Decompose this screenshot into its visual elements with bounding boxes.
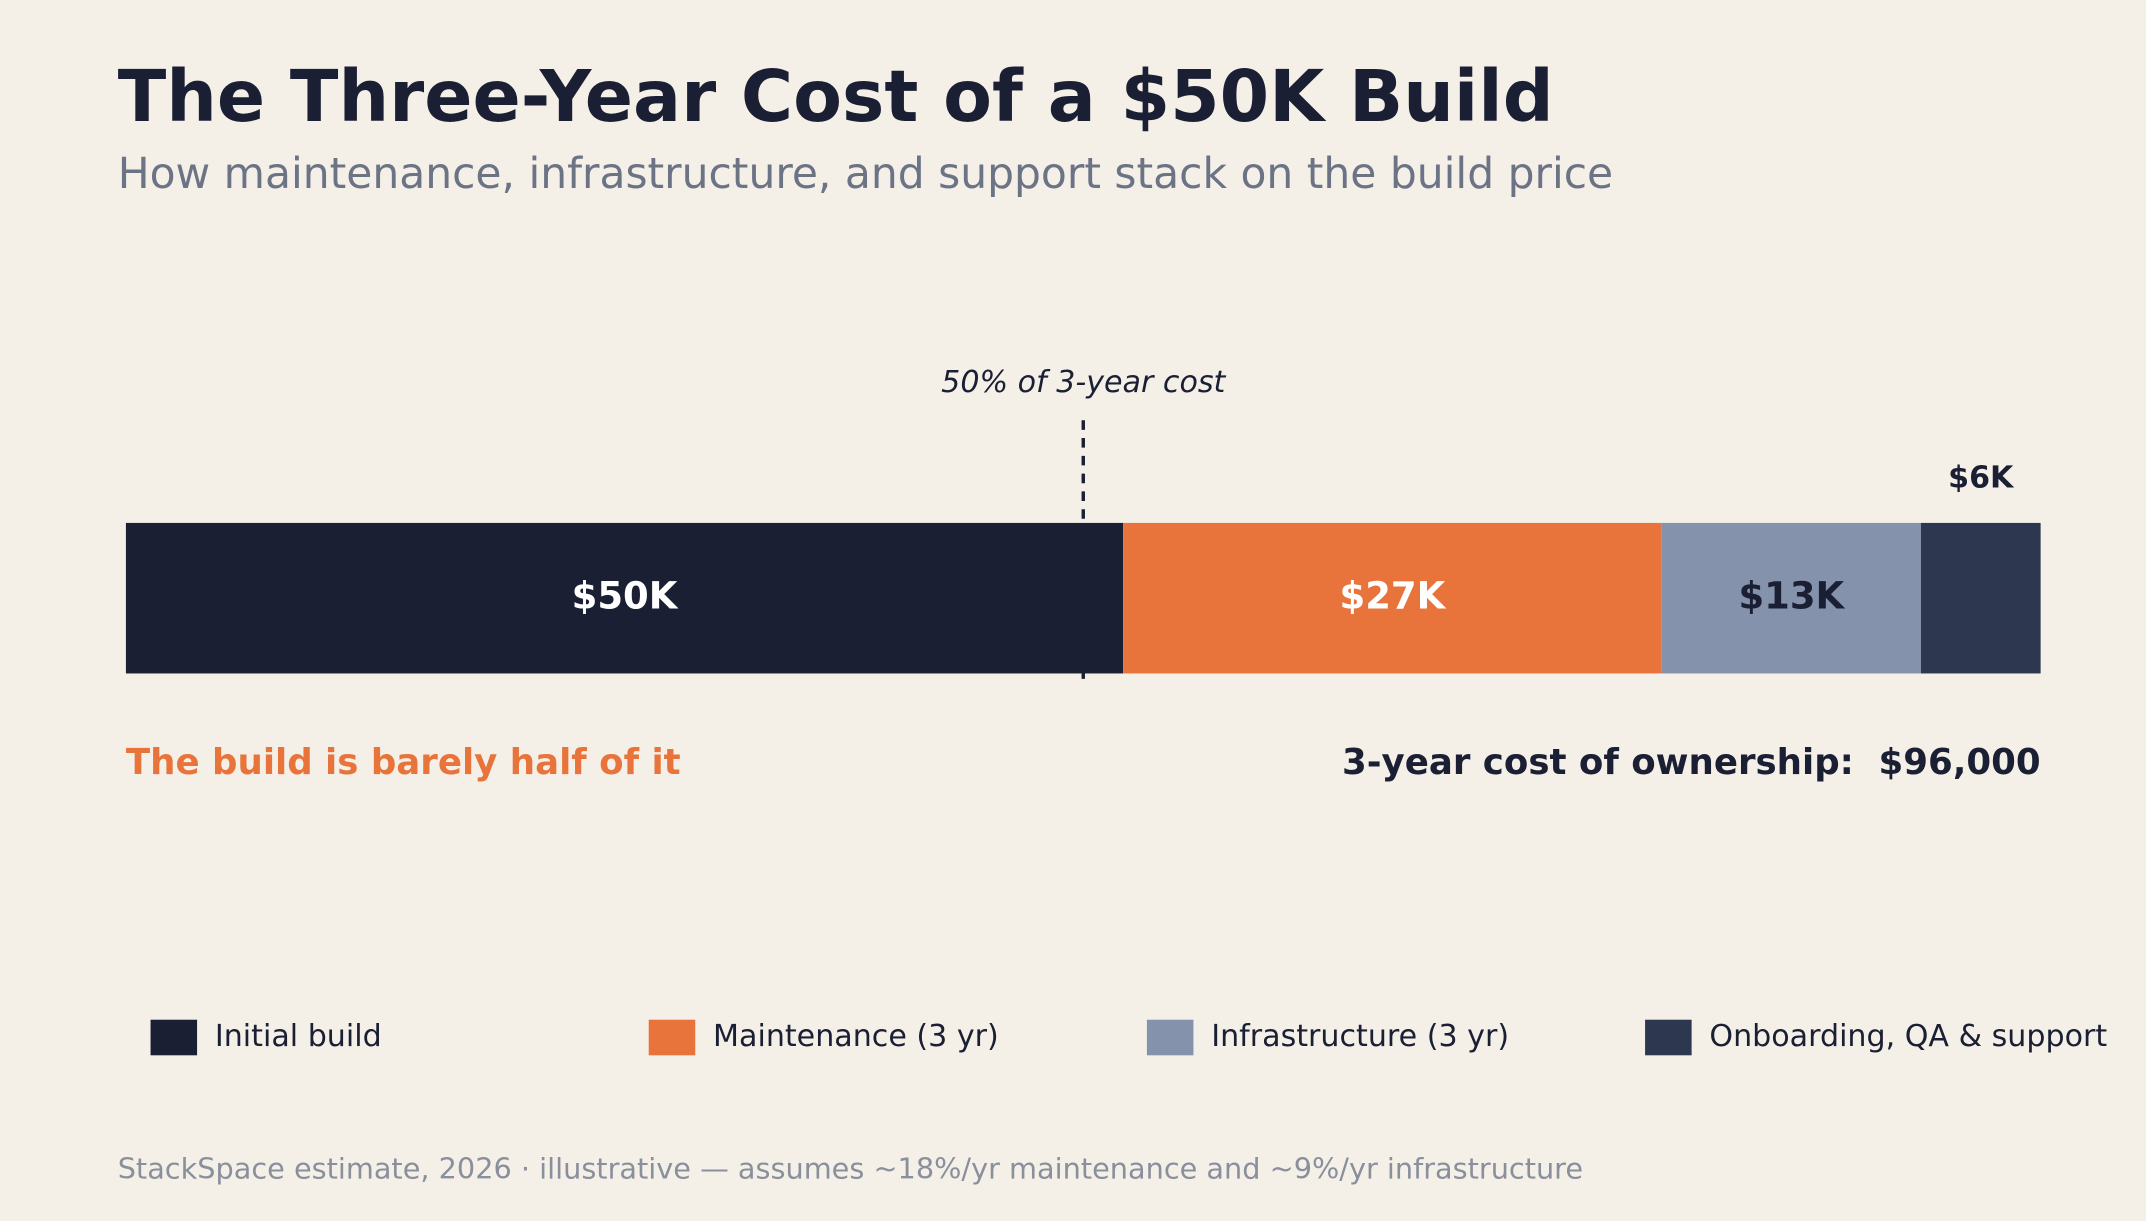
footnote: StackSpace estimate, 2026 · illustrative… <box>118 1151 1583 1185</box>
legend-swatch <box>648 1019 696 1056</box>
callout: The build is barely half of it <box>126 742 681 783</box>
bar-segment <box>1661 522 1921 674</box>
bar-segment <box>1123 522 1662 674</box>
value-label: $6K <box>1948 461 2015 496</box>
legend-swatch <box>1645 1019 1692 1056</box>
marker-label: 50% of 3-year cost <box>941 365 1226 400</box>
legend-label: Initial build <box>215 1019 382 1054</box>
value-label: $13K <box>1738 575 1845 618</box>
chart-subtitle: How maintenance, infrastructure, and sup… <box>118 150 1613 199</box>
bar-segment <box>125 522 1124 674</box>
bar-segment <box>1920 522 2041 674</box>
chart-title: The Three-Year Cost of a $50K Build <box>118 55 1554 138</box>
legend-swatch <box>150 1019 198 1056</box>
legend-label: Maintenance (3 yr) <box>713 1019 999 1054</box>
total-value: $96,000 <box>1879 742 2041 783</box>
total-text: 3-year cost of ownership: <box>1342 742 1854 783</box>
legend-label: Onboarding, QA & support <box>1709 1019 2107 1054</box>
value-label: $50K <box>572 575 679 618</box>
value-label: $27K <box>1340 575 1447 618</box>
legend-swatch <box>1146 1019 1194 1056</box>
legend-label: Infrastructure (3 yr) <box>1211 1019 1509 1054</box>
